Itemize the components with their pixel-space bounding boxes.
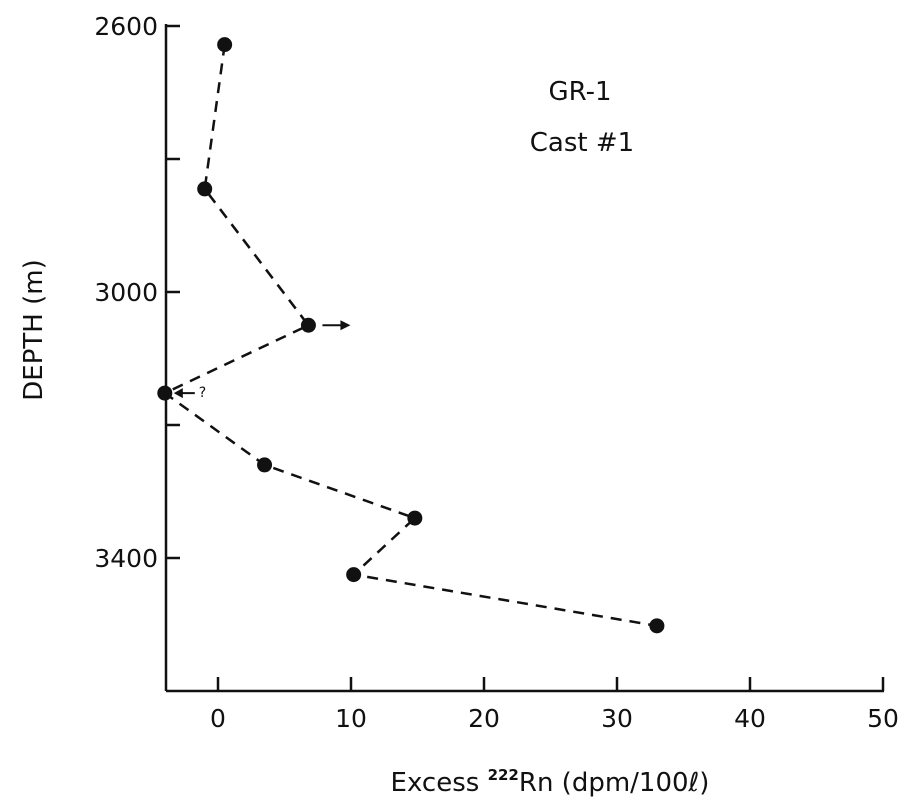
data-point bbox=[649, 618, 665, 634]
x-tick-label: 50 bbox=[867, 704, 899, 733]
x-tick-label: 40 bbox=[734, 704, 766, 733]
x-axis-title: Excess 222Rn (dpm/100ℓ) bbox=[391, 766, 710, 798]
x-tick-label: 30 bbox=[601, 704, 633, 733]
data-point bbox=[257, 457, 273, 473]
y-tick-label: 3000 bbox=[94, 278, 158, 307]
x-tick-label: 20 bbox=[468, 704, 500, 733]
y-tick-label: 3400 bbox=[94, 544, 158, 573]
data-point bbox=[197, 181, 213, 197]
x-ticks: 0 10 20 30 40 50 bbox=[210, 677, 899, 733]
y-axis-title: DEPTH (m) bbox=[19, 259, 49, 400]
arrow-left-head bbox=[173, 388, 183, 399]
data-point bbox=[346, 567, 362, 583]
question-mark-annotation: ? bbox=[199, 385, 206, 401]
data-point bbox=[217, 37, 233, 53]
data-point bbox=[300, 317, 316, 333]
y-tick-label: 2600 bbox=[94, 12, 158, 41]
x-axis-title-isotope: 222 bbox=[488, 766, 519, 784]
x-tick-label: 0 bbox=[210, 704, 226, 733]
data-points bbox=[157, 37, 665, 634]
x-axis-title-suffix: Rn (dpm/100ℓ) bbox=[519, 768, 710, 798]
chart-title: GR-1 bbox=[548, 77, 611, 107]
annotations: ? bbox=[173, 320, 351, 401]
x-axis-title-prefix: Excess bbox=[391, 768, 488, 798]
x-tick-label: 10 bbox=[335, 704, 367, 733]
y-ticks: 2600 3000 3400 bbox=[94, 12, 180, 573]
arrow-right-head bbox=[340, 320, 351, 331]
data-point bbox=[407, 510, 423, 526]
series-line bbox=[162, 44, 658, 628]
chart-subtitle: Cast #1 bbox=[530, 128, 634, 158]
data-point bbox=[157, 385, 173, 401]
